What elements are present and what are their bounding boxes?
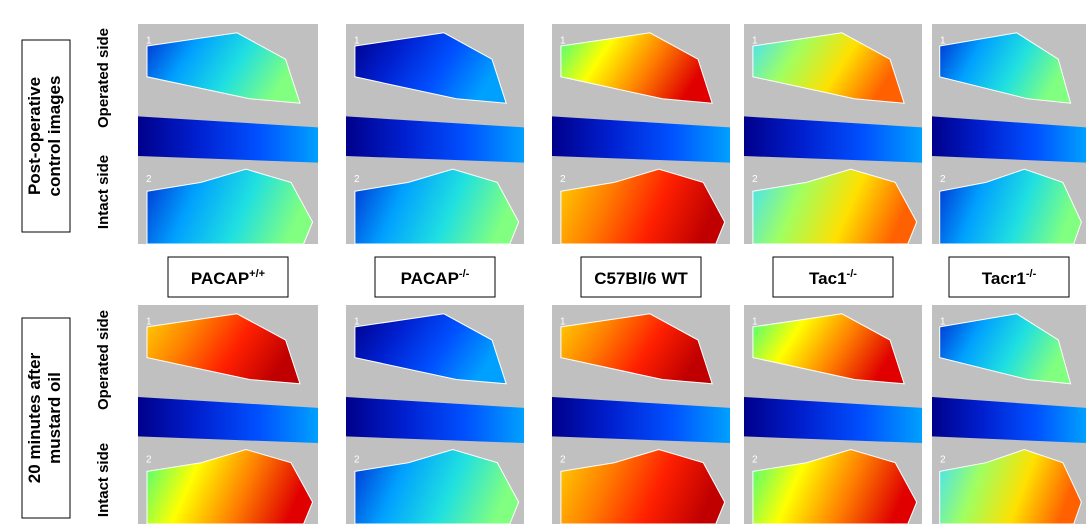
- side-label: Intact side: [95, 443, 112, 517]
- side-label: Operated side: [95, 310, 112, 410]
- side-label: Intact side: [95, 155, 112, 229]
- heatmap-panel: 12: [744, 24, 922, 244]
- column-label-text: PACAP: [191, 269, 249, 288]
- column-label-text: Tacr1: [982, 269, 1026, 288]
- region-number: 1: [940, 316, 946, 327]
- region-number: 1: [940, 35, 946, 46]
- figure: Post-operative control images 20 minutes…: [0, 0, 1086, 524]
- column-label-superscript: -/-: [459, 268, 470, 280]
- row-label: mustard oil: [45, 372, 64, 464]
- region-number: 2: [146, 174, 152, 185]
- column-label: C57Bl/6 WT: [594, 269, 688, 288]
- heatmap-panel: 12: [932, 305, 1086, 524]
- heatmap-panel: 12: [346, 305, 524, 524]
- region-number: 2: [146, 454, 152, 465]
- region-number: 1: [560, 35, 566, 46]
- region-number: 1: [354, 316, 360, 327]
- region-number: 2: [560, 454, 566, 465]
- column-label-superscript: -/-: [1026, 268, 1037, 280]
- region-number: 2: [354, 454, 360, 465]
- region-number: 1: [146, 35, 152, 46]
- row-label: control images: [45, 76, 64, 197]
- heatmap-panel: 12: [552, 305, 730, 524]
- region-number: 1: [752, 35, 758, 46]
- region-number: 1: [560, 316, 566, 327]
- row-label: Post-operative: [25, 77, 44, 195]
- region-number: 2: [940, 174, 946, 185]
- heatmap-panel: 12: [138, 305, 318, 524]
- heatmap-panel: 12: [932, 24, 1086, 244]
- region-number: 1: [752, 316, 758, 327]
- region-number: 2: [752, 454, 758, 465]
- column-label-superscript: +/+: [249, 268, 265, 280]
- region-number: 2: [752, 174, 758, 185]
- column-label-superscript: -/-: [847, 268, 858, 280]
- column-label-text: Tac1: [809, 269, 847, 288]
- region-number: 2: [560, 174, 566, 185]
- region-number: 1: [146, 316, 152, 327]
- heatmap-panel: 12: [346, 24, 524, 244]
- heatmap-panel: 12: [552, 24, 730, 244]
- row-label: 20 minutes after: [25, 352, 44, 483]
- region-number: 2: [354, 174, 360, 185]
- heatmap-panel: 12: [744, 305, 922, 524]
- column-label-text: PACAP: [401, 269, 459, 288]
- heatmap-panel: 12: [138, 24, 318, 244]
- region-number: 2: [940, 454, 946, 465]
- column-label-text: C57Bl/6 WT: [594, 269, 688, 288]
- side-label: Operated side: [95, 28, 112, 128]
- region-number: 1: [354, 35, 360, 46]
